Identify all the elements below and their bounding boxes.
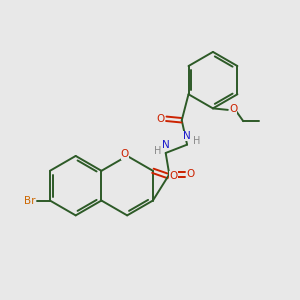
Text: Br: Br [24, 196, 36, 206]
Text: O: O [121, 149, 129, 160]
Text: O: O [157, 114, 165, 124]
Text: H: H [193, 136, 200, 146]
Text: O: O [229, 104, 237, 114]
Text: N: N [183, 131, 191, 141]
Text: O: O [169, 171, 178, 181]
Text: H: H [154, 146, 161, 156]
Text: O: O [186, 169, 194, 179]
Text: N: N [162, 140, 170, 150]
